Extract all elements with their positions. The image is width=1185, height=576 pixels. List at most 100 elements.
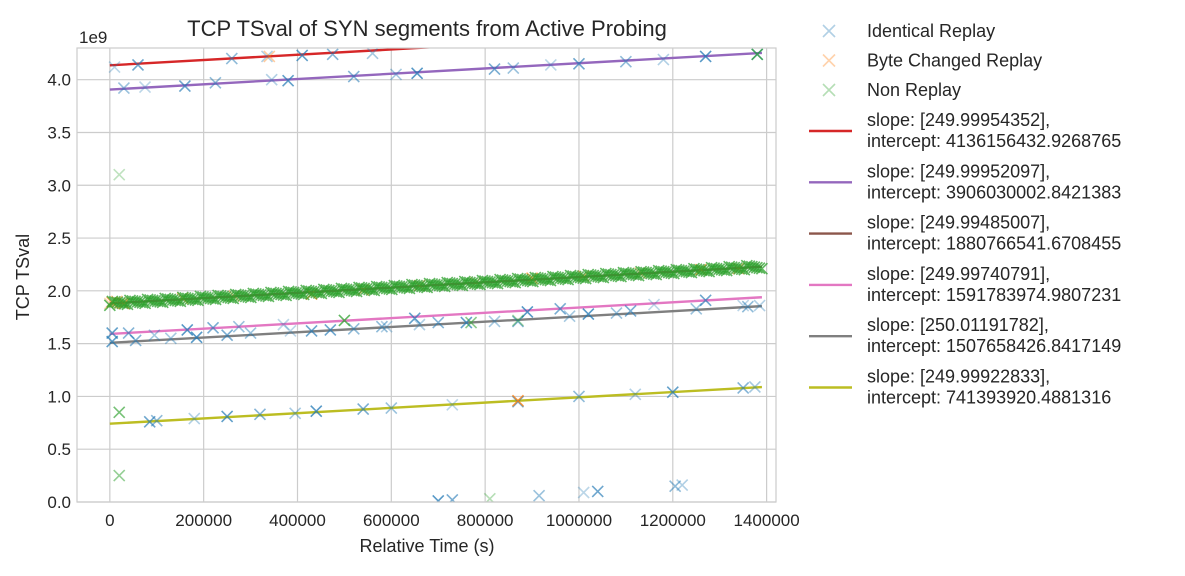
scatter-point xyxy=(577,486,590,499)
scatter-point xyxy=(506,275,519,289)
scatter-point xyxy=(365,283,378,297)
scatter-points xyxy=(103,48,768,502)
scatter-point xyxy=(217,290,230,303)
scatter-point xyxy=(645,267,658,280)
scatter-point xyxy=(572,390,586,403)
scatter-point xyxy=(682,266,695,279)
scatter-point xyxy=(194,290,207,303)
scatter-point xyxy=(408,278,421,292)
scatter-point xyxy=(190,331,203,344)
scatter-point xyxy=(267,286,280,300)
scatter-point xyxy=(355,281,368,295)
scatter-point xyxy=(126,294,139,307)
scatter-point xyxy=(740,259,753,272)
scatter-point xyxy=(257,289,270,302)
scatter-point xyxy=(453,278,466,292)
scatter-point xyxy=(295,287,308,300)
scatter-point xyxy=(269,287,283,300)
scatter-point xyxy=(244,327,257,340)
scatter-point xyxy=(370,280,383,293)
scatter-point xyxy=(652,264,665,277)
scatter-point xyxy=(189,293,202,306)
scatter-point xyxy=(117,82,130,95)
scatter-point xyxy=(242,290,255,303)
series-byte-changed-replay xyxy=(103,50,745,407)
scatter-point xyxy=(366,48,379,60)
y-offset-label: 1e9 xyxy=(79,28,107,47)
scatter-point xyxy=(116,297,129,310)
scatter-point xyxy=(733,262,746,275)
scatter-point xyxy=(533,489,546,502)
scatter-point xyxy=(577,271,590,285)
scatter-point xyxy=(338,314,351,327)
scatter-point xyxy=(647,268,660,281)
scatter-point xyxy=(690,263,703,276)
scatter-point xyxy=(466,276,479,290)
scatter-point xyxy=(675,264,688,277)
scatter-point xyxy=(128,295,142,308)
scatter-point xyxy=(677,265,690,278)
scatter-point xyxy=(389,68,403,81)
y-tick-label: 1.0 xyxy=(47,387,71,406)
legend-marker xyxy=(822,83,836,97)
scatter-point xyxy=(745,260,758,273)
scatter-point xyxy=(326,48,339,61)
scatter-point xyxy=(164,293,177,306)
scatter-point xyxy=(184,292,197,305)
scatter-point xyxy=(149,294,162,307)
scatter-point xyxy=(461,275,474,289)
scatter-point xyxy=(224,291,237,304)
scatter-point xyxy=(666,386,679,399)
scatter-point xyxy=(534,272,547,285)
scatter-point xyxy=(234,289,247,302)
scatter-point xyxy=(541,273,554,287)
scatter-point xyxy=(111,296,124,309)
scatter-point xyxy=(201,291,215,304)
scatter-point xyxy=(141,293,154,306)
scatter-point xyxy=(330,285,343,299)
scatter-point xyxy=(488,315,501,328)
scatter-point xyxy=(209,76,222,89)
scatter-point xyxy=(700,265,713,278)
scatter-point xyxy=(728,261,741,274)
scatter-point xyxy=(408,312,421,325)
scatter-point xyxy=(206,321,220,334)
legend-label: Identical Replay xyxy=(867,21,995,41)
scatter-point xyxy=(413,318,426,331)
scatter-point xyxy=(232,320,245,333)
x-tick-label: 1200000 xyxy=(640,511,706,530)
scatter-point xyxy=(151,295,164,308)
scatter-point xyxy=(629,269,643,282)
scatter-point xyxy=(737,381,750,395)
scatter-point xyxy=(357,403,370,416)
scatter-point xyxy=(564,269,577,282)
legend-label: slope: [249.99922833], xyxy=(867,367,1050,387)
legend-item: Identical Replay xyxy=(822,21,995,41)
scatter-point xyxy=(521,274,534,287)
scatter-point xyxy=(113,469,126,482)
scatter-point xyxy=(118,297,132,310)
scatter-point xyxy=(264,286,278,299)
scatter-point xyxy=(662,266,675,279)
scatter-point xyxy=(554,272,567,285)
scatter-point xyxy=(428,278,441,291)
scatter-point xyxy=(536,272,549,286)
scatter-point xyxy=(378,281,391,295)
scatter-point xyxy=(499,274,512,287)
scatter-point xyxy=(154,295,167,308)
scatter-point xyxy=(748,380,761,393)
scatter-point xyxy=(277,318,290,331)
scatter-point xyxy=(292,287,305,300)
scatter-point xyxy=(410,279,424,292)
scatter-point xyxy=(148,329,161,342)
scatter-point xyxy=(263,50,276,63)
scatter-point xyxy=(144,293,157,306)
scatter-point xyxy=(448,277,461,291)
scatter-point xyxy=(179,291,192,304)
scatter-point xyxy=(640,266,653,279)
scatter-point xyxy=(669,480,682,493)
scatter-point xyxy=(624,268,638,281)
scatter-point xyxy=(221,329,234,342)
fit-line xyxy=(109,48,439,67)
